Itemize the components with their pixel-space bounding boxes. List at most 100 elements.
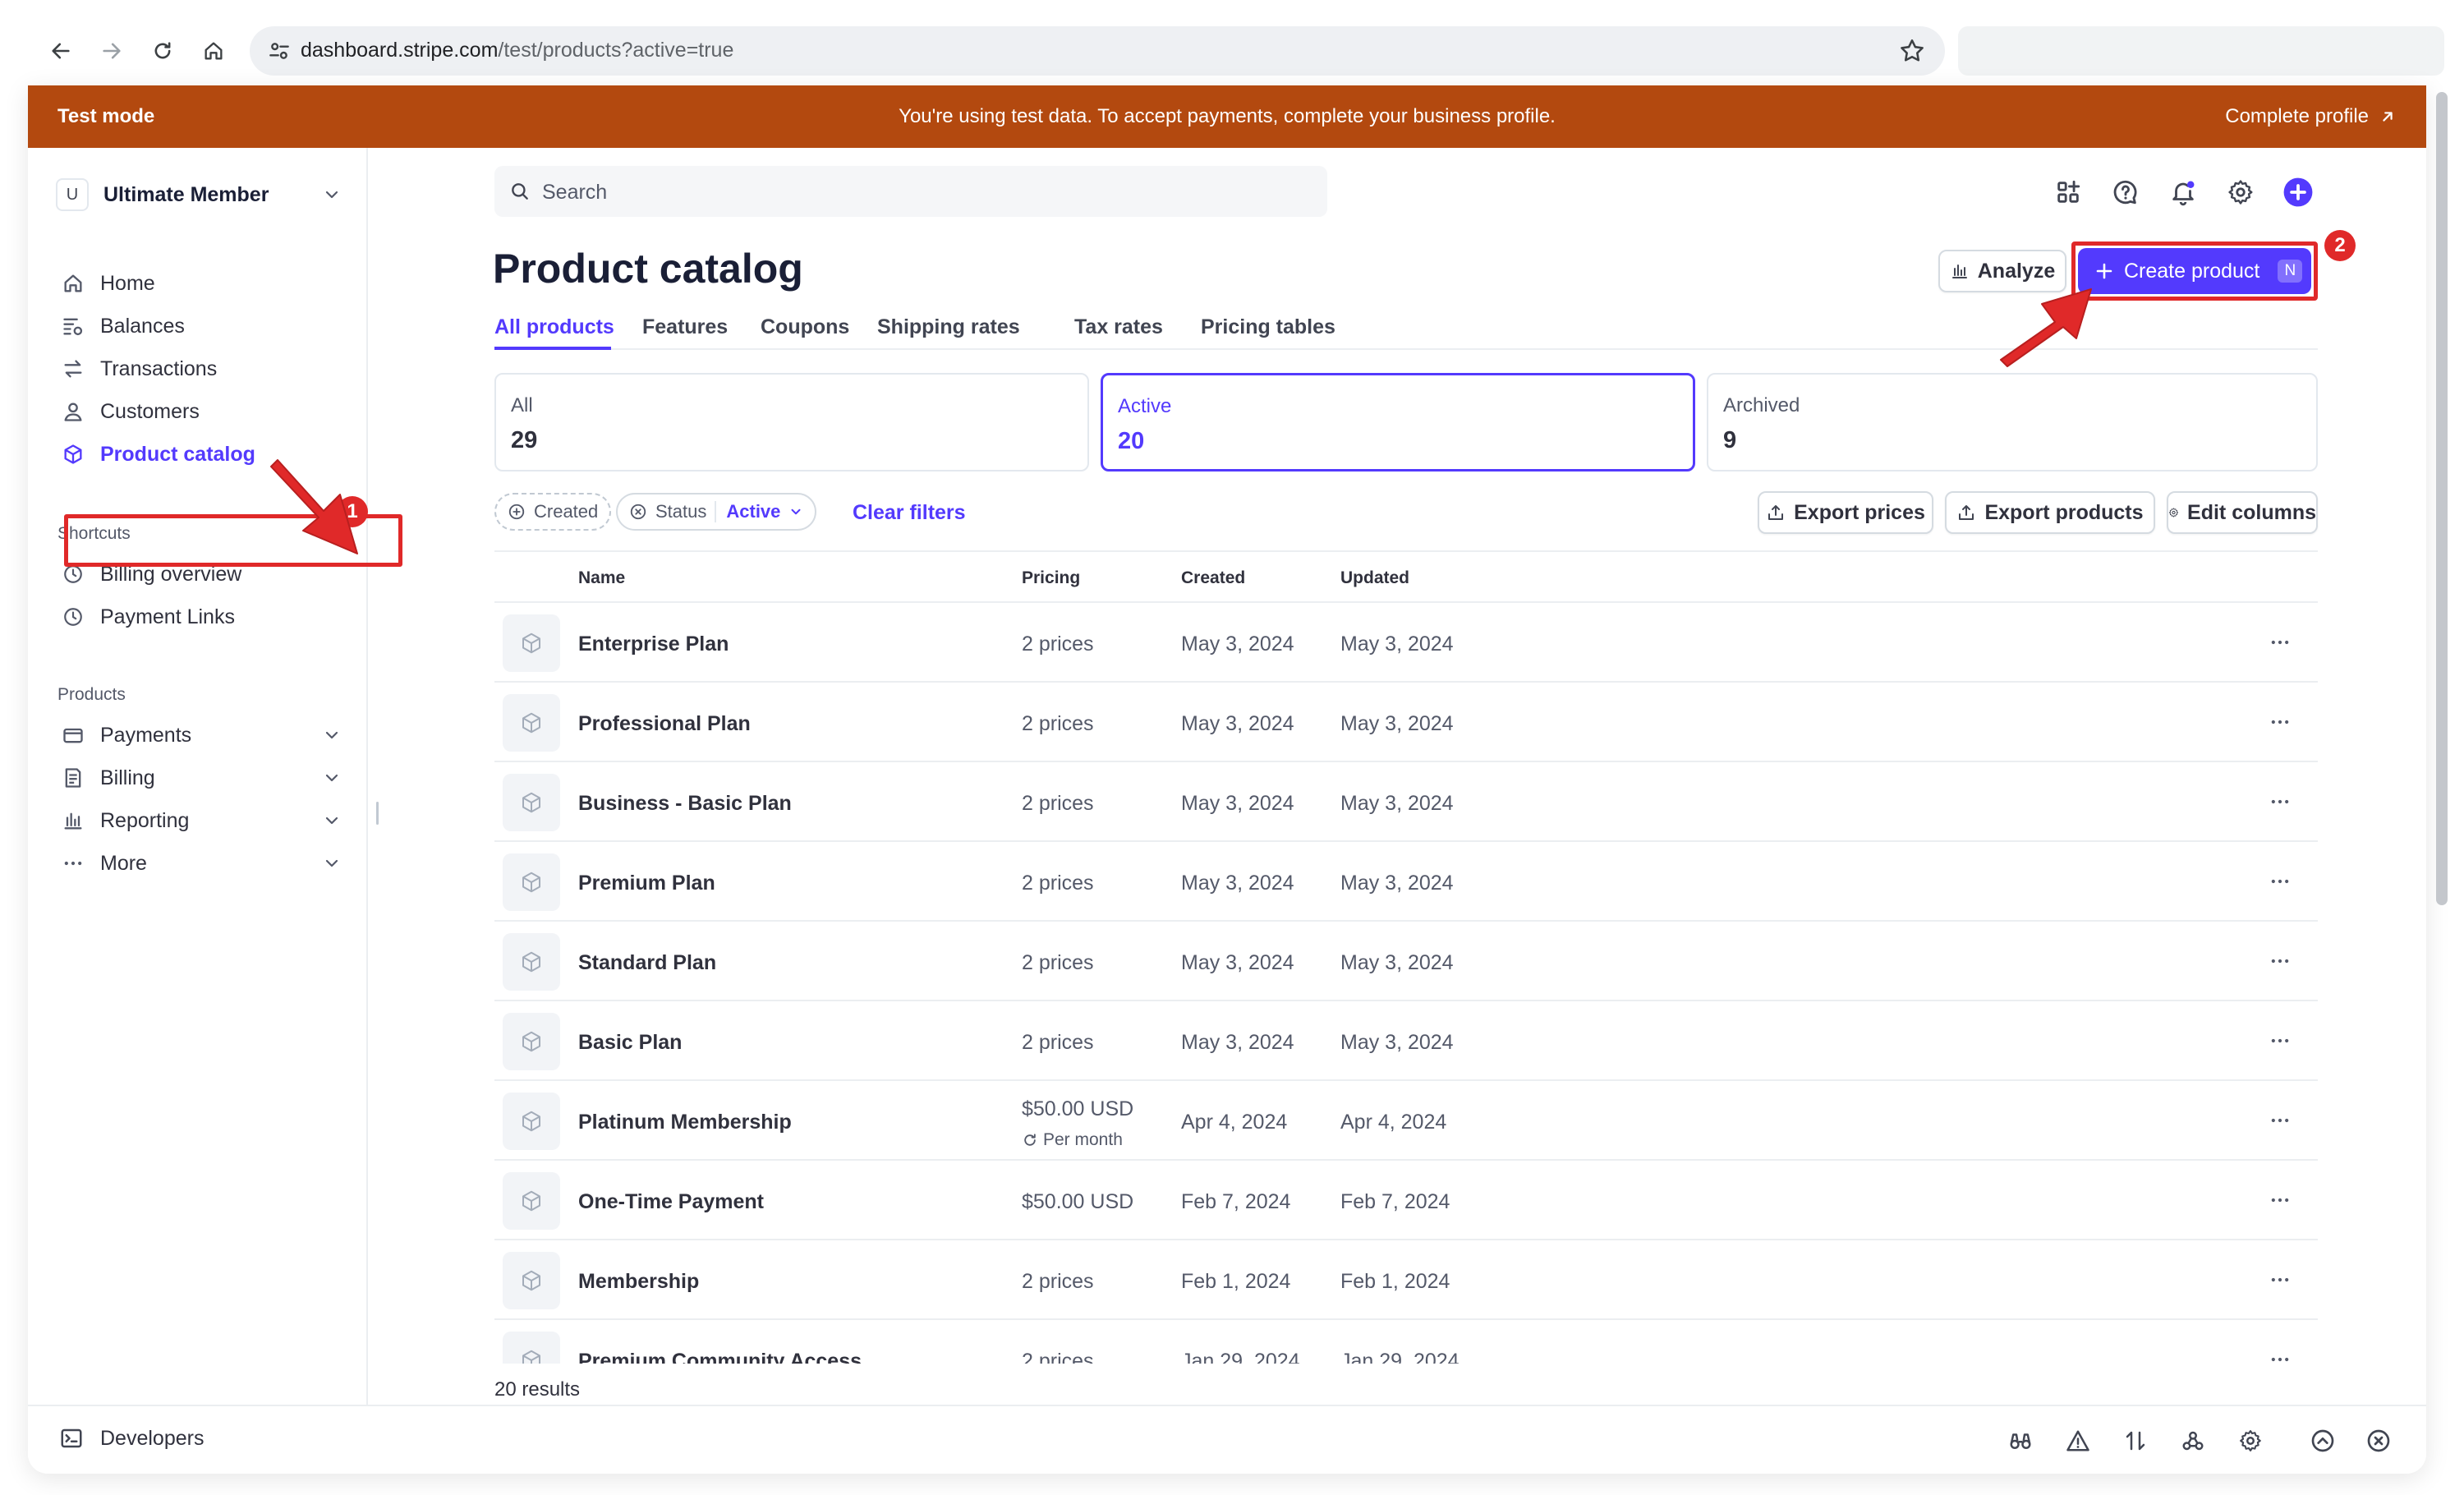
forward-icon[interactable] [92,31,131,71]
product-thumbnail [503,1172,560,1230]
row-more-actions-icon[interactable] [2264,870,2296,893]
remove-circle-icon [630,504,646,520]
analyze-button[interactable]: Analyze [1938,250,2066,292]
home-icon [59,269,87,297]
sidebar-item-payments[interactable]: Payments [56,715,352,756]
row-more-actions-icon[interactable] [2264,711,2296,734]
settings-gear-icon[interactable] [2223,174,2259,210]
product-name[interactable]: One-Time Payment [578,1190,765,1213]
sidebar-item-customers[interactable]: Customers [56,391,352,432]
notifications-bell-icon[interactable] [2165,174,2201,210]
export-prices-button[interactable]: Export prices [1758,491,1933,534]
sort-arrows-icon[interactable] [2119,1424,2152,1457]
site-settings-icon[interactable] [266,38,292,64]
webhooks-icon[interactable] [2177,1424,2209,1457]
tab-pricing-tables[interactable]: Pricing tables [1201,315,1335,338]
product-name[interactable]: Membership [578,1270,700,1293]
edit-columns-button[interactable]: Edit columns [2167,491,2318,534]
settings-gear-icon[interactable] [2234,1424,2267,1457]
sidebar-item-product-catalog[interactable]: Product catalog [56,434,352,475]
address-bar[interactable]: dashboard.stripe.com/test/products?activ… [250,26,1945,76]
create-product-label: Create product [2124,259,2260,283]
sidebar-item-more[interactable]: More [56,843,352,884]
product-thumbnail [503,1013,560,1070]
sidebar-item-billing[interactable]: Billing [56,757,352,798]
inspect-binoculars-icon[interactable] [2004,1424,2037,1457]
sidebar-resize-handle[interactable] [376,802,379,825]
back-icon[interactable] [41,31,80,71]
url-text: dashboard.stripe.com/test/products?activ… [301,39,733,62]
reload-icon[interactable] [143,31,182,71]
sidebar-item-balances[interactable]: Balances [56,306,352,347]
tab-coupons[interactable]: Coupons [761,315,850,338]
column-header-updated[interactable]: Updated [1340,568,1409,587]
product-name[interactable]: Premium Community Access [578,1350,862,1364]
table-row[interactable]: Membership 2 prices Feb 1, 2024 Feb 1, 2024 [494,1240,2318,1320]
page-scrollbar[interactable] [2436,92,2448,905]
row-more-actions-icon[interactable] [2264,1348,2296,1364]
product-created-date: Jan 29, 2024 [1181,1350,1300,1364]
column-header-pricing[interactable]: Pricing [1022,568,1081,587]
row-more-actions-icon[interactable] [2264,790,2296,813]
row-more-actions-icon[interactable] [2264,1268,2296,1291]
table-row[interactable]: Enterprise Plan 2 prices May 3, 2024 May 3,… [494,603,2318,683]
status-filter-chip[interactable]: Status Active [616,493,817,531]
expand-chevron-up-icon[interactable] [2306,1424,2339,1457]
column-header-name[interactable]: Name [578,568,626,587]
table-row[interactable]: Platinum Membership $50.00 USD Per month Ap… [494,1081,2318,1161]
table-row[interactable]: Professional Plan 2 prices May 3, 2024 May … [494,683,2318,762]
table-row[interactable]: Standard Plan 2 prices May 3, 2024 May 3, 2… [494,922,2318,1001]
clear-filters-link[interactable]: Clear filters [853,501,966,524]
row-more-actions-icon[interactable] [2264,950,2296,973]
home-icon[interactable] [194,31,233,71]
table-row[interactable]: One-Time Payment $50.00 USD Feb 7, 2024 Feb… [494,1161,2318,1240]
create-plus-icon[interactable] [2280,174,2316,210]
column-header-created[interactable]: Created [1181,568,1246,587]
bookmark-star-icon[interactable] [1897,36,1927,66]
complete-profile-link[interactable]: Complete profile [2225,105,2397,128]
product-pricing: 2 prices [1022,792,1094,815]
apps-icon[interactable] [2050,174,2086,210]
close-icon[interactable] [2362,1424,2395,1457]
row-more-actions-icon[interactable] [2264,631,2296,654]
stat-card-active[interactable]: Active 20 [1101,373,1695,472]
tab-all-products[interactable]: All products [494,315,614,338]
help-icon[interactable] [2108,174,2144,210]
product-name[interactable]: Platinum Membership [578,1111,792,1134]
product-name[interactable]: Standard Plan [578,951,717,974]
table-row[interactable]: Business - Basic Plan 2 prices May 3, 2024… [494,762,2318,842]
product-name[interactable]: Basic Plan [578,1031,683,1054]
product-name[interactable]: Premium Plan [578,872,715,895]
search-input[interactable]: Search [494,166,1327,217]
sidebar-item-payment-links[interactable]: Payment Links [56,596,352,637]
sidebar-item-transactions[interactable]: Transactions [56,348,352,389]
test-mode-label: Test mode [57,105,155,127]
table-row[interactable]: Basic Plan 2 prices May 3, 2024 May 3, 2024 [494,1001,2318,1081]
product-name[interactable]: Enterprise Plan [578,632,729,656]
tab-shipping-rates[interactable]: Shipping rates [877,315,1020,338]
edit-columns-label: Edit columns [2187,500,2316,524]
complete-profile-label: Complete profile [2225,105,2369,127]
created-filter-chip[interactable]: Created [494,493,612,531]
row-more-actions-icon[interactable] [2264,1189,2296,1212]
warning-icon[interactable] [2062,1424,2094,1457]
product-name[interactable]: Professional Plan [578,712,751,735]
stat-card-archived[interactable]: Archived 9 [1707,373,2318,472]
export-products-button[interactable]: Export products [1945,491,2155,534]
developers-button[interactable]: Developers [59,1426,204,1451]
row-more-actions-icon[interactable] [2264,1029,2296,1052]
account-switcher[interactable]: U Ultimate Member [56,174,352,215]
browser-chrome: dashboard.stripe.com/test/products?activ… [0,0,2464,85]
product-name[interactable]: Business - Basic Plan [578,792,792,815]
row-more-actions-icon[interactable] [2264,1109,2296,1132]
create-product-button[interactable]: Create product N [2078,248,2311,294]
sidebar-item-reporting[interactable]: Reporting [56,800,352,841]
table-row[interactable]: Premium Community Access 2 prices Jan 29, … [494,1320,2318,1364]
sidebar-item-home[interactable]: Home [56,263,352,304]
tab-tax-rates[interactable]: Tax rates [1074,315,1163,338]
stat-card-all[interactable]: All 29 [494,373,1089,472]
table-row[interactable]: Premium Plan 2 prices May 3, 2024 May 3, 20… [494,842,2318,922]
chevron-down-icon [325,816,338,825]
tab-features[interactable]: Features [642,315,729,338]
sidebar-item-label: Transactions [100,356,218,380]
